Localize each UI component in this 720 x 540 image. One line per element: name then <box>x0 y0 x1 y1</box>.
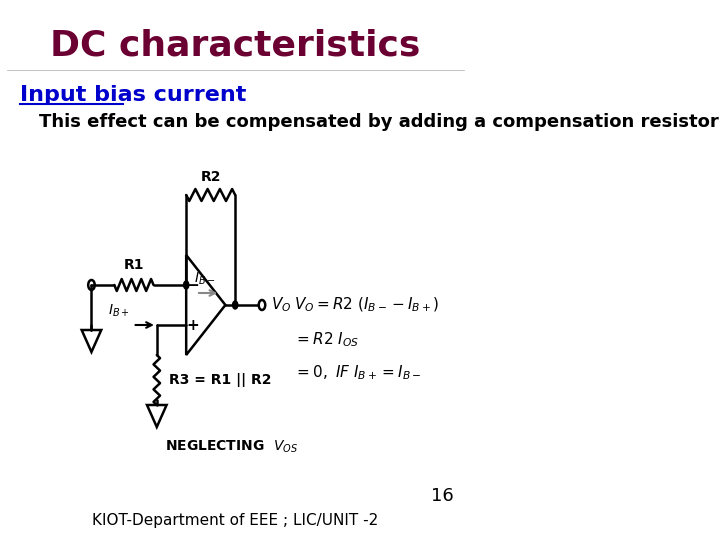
Text: Input bias current: Input bias current <box>19 85 246 105</box>
Text: R3 = R1 || R2: R3 = R1 || R2 <box>168 373 271 387</box>
Circle shape <box>233 301 238 309</box>
Text: DC characteristics: DC characteristics <box>50 28 420 62</box>
Text: $I_{B+}$: $I_{B+}$ <box>108 303 130 319</box>
Text: +: + <box>186 318 199 333</box>
Text: 16: 16 <box>431 487 454 505</box>
Text: −: − <box>186 278 199 293</box>
Text: $= 0,\ IF\ I_{B+} = I_{B-}$: $= 0,\ IF\ I_{B+} = I_{B-}$ <box>294 363 421 382</box>
Text: NEGLECTING  $V_{OS}$: NEGLECTING $V_{OS}$ <box>166 439 299 455</box>
Text: R2: R2 <box>200 170 221 184</box>
Text: $V_O$: $V_O$ <box>271 296 292 314</box>
Text: R1: R1 <box>124 258 144 272</box>
Text: This effect can be compensated by adding a compensation resistor Rcomp.: This effect can be compensated by adding… <box>39 113 720 131</box>
Circle shape <box>184 281 189 289</box>
Text: $I_{B-}$: $I_{B-}$ <box>194 271 216 287</box>
Text: $= R2\ I_{OS}$: $= R2\ I_{OS}$ <box>294 330 359 349</box>
Text: $V_O = R2\ (I_{B-} - I_{B+})$: $V_O = R2\ (I_{B-} - I_{B+})$ <box>294 296 439 314</box>
Text: KIOT-Department of EEE ; LIC/UNIT -2: KIOT-Department of EEE ; LIC/UNIT -2 <box>92 512 378 528</box>
